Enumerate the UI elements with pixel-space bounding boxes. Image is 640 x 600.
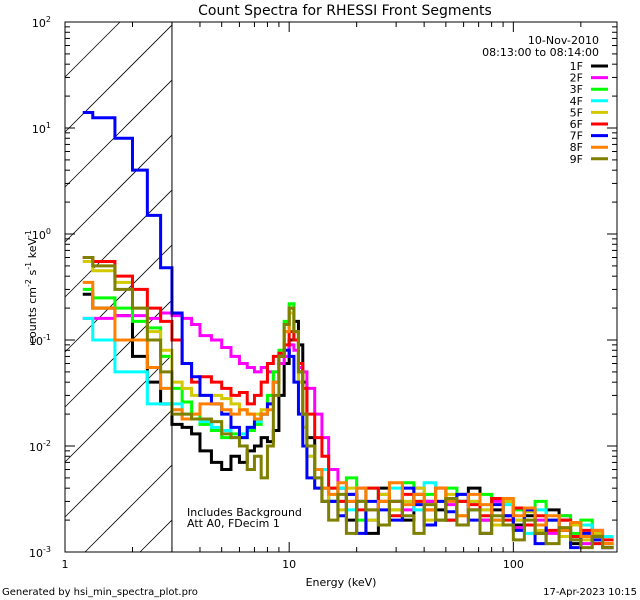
legend-label-9F: 9F (570, 153, 583, 166)
series-line-8F (82, 280, 614, 546)
footer-timestamp: 17-Apr-2023 10:15 (543, 587, 637, 598)
annotation-background: Includes Background (187, 506, 302, 519)
legend-date: 10-Nov-2010 (528, 34, 599, 47)
legend-label-4F: 4F (570, 95, 583, 108)
series-line-9F (82, 256, 614, 550)
hatch-line (64, 79, 173, 188)
y-tick-label: 102 (32, 15, 51, 30)
legend-label-7F: 7F (570, 130, 583, 143)
y-tick-label: 101 (32, 121, 51, 136)
chart-title: Count Spectra for RHESSI Front Segments (198, 3, 492, 19)
shaded-region (64, 21, 173, 553)
y-tick-label: 10-2 (29, 439, 51, 454)
footer-generated-by: Generated by hsi_min_spectra_plot.pro (2, 587, 198, 598)
x-axis-label: Energy (keV) (306, 576, 377, 589)
hatch-line (64, 189, 173, 298)
x-tick-label: 100 (503, 558, 524, 571)
legend-label-5F: 5F (570, 106, 583, 119)
hatch-line (64, 21, 121, 78)
hatch-line (64, 409, 173, 518)
legend-label-6F: 6F (570, 118, 583, 131)
hatch-line (64, 24, 173, 133)
hatch-line (139, 519, 173, 553)
hatch-line (64, 134, 173, 243)
x-tick-label: 10 (282, 558, 296, 571)
y-axis-label: counts cm-2 s-1 keV-1 (24, 230, 39, 344)
legend-label-8F: 8F (570, 141, 583, 154)
hatch-line (64, 354, 173, 463)
y-tick-label: 10-3 (29, 545, 51, 560)
legend-label-2F: 2F (570, 72, 583, 85)
legend-time-range: 08:13:00 to 08:14:00 (482, 46, 599, 59)
x-tick-label: 1 (62, 558, 69, 571)
legend: 10-Nov-2010 08:13:00 to 08:14:00 1F2F3F4… (482, 34, 608, 166)
series-line-7F (82, 111, 614, 550)
hatch-line (64, 244, 173, 353)
annotation-attenuator: Att A0, FDecim 1 (187, 517, 280, 530)
series-group (82, 111, 614, 550)
legend-label-3F: 3F (570, 83, 583, 96)
series-line-3F (82, 287, 614, 546)
legend-label-1F: 1F (570, 60, 583, 73)
hatch-line (84, 464, 173, 553)
plot-frame (64, 21, 618, 553)
